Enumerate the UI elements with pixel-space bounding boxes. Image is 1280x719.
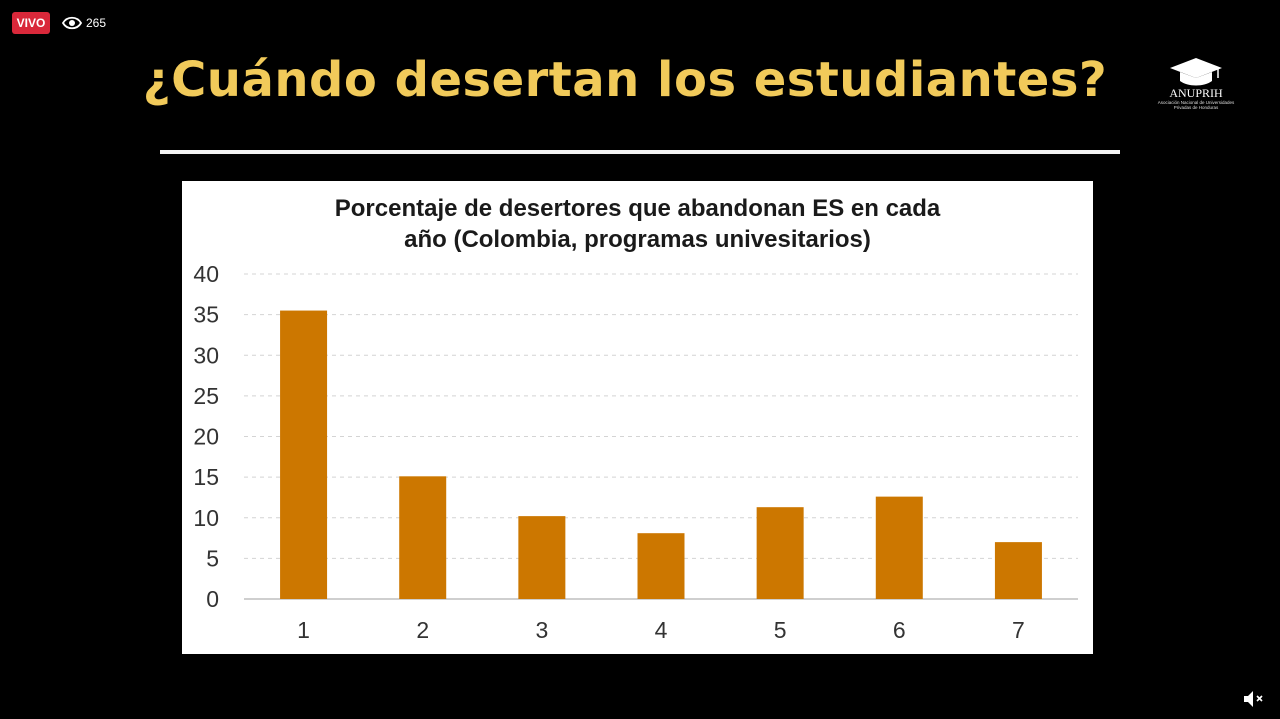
bar bbox=[518, 516, 566, 599]
chart-title-line-1: Porcentaje de desertores que abandonan E… bbox=[334, 195, 941, 222]
viewer-count-value: 265 bbox=[86, 16, 107, 30]
logo-name: ANUPRIH bbox=[1169, 86, 1223, 100]
y-tick-label: 35 bbox=[193, 302, 219, 328]
y-tick-label: 0 bbox=[206, 586, 219, 612]
logo-subtitle: Asociación Nacional de Universidades Pri… bbox=[1157, 100, 1235, 110]
x-tick-label: 3 bbox=[535, 617, 548, 643]
y-tick-label: 25 bbox=[193, 383, 219, 409]
y-tick-label: 30 bbox=[193, 342, 219, 368]
viewer-count: 265 bbox=[62, 14, 106, 32]
bar bbox=[280, 310, 328, 599]
y-tick-label: 5 bbox=[206, 545, 219, 571]
slide-title: ¿Cuándo desertan los estudiantes? bbox=[142, 52, 1108, 108]
x-tick-label: 2 bbox=[416, 617, 429, 643]
y-tick-label: 40 bbox=[193, 261, 219, 287]
bar bbox=[637, 533, 685, 599]
bar bbox=[875, 496, 923, 599]
bar bbox=[994, 542, 1042, 599]
y-tick-label: 10 bbox=[193, 505, 219, 531]
x-tick-label: 5 bbox=[774, 617, 787, 643]
x-tick-label: 4 bbox=[655, 617, 668, 643]
graduation-cap-icon bbox=[1170, 58, 1222, 86]
x-tick-label: 1 bbox=[297, 617, 310, 643]
title-divider bbox=[160, 150, 1120, 154]
anuprih-logo bbox=[1158, 54, 1234, 116]
chart-title-line-2: año (Colombia, programas univesitarios) bbox=[404, 226, 871, 253]
y-tick-label: 20 bbox=[193, 424, 219, 450]
live-badge: VIVO bbox=[12, 12, 50, 34]
eye-icon bbox=[62, 16, 82, 30]
bar bbox=[399, 476, 447, 599]
bar-chart: 0 5 10 15 20 25 30 35 40 1 2 3 4 5 6 7 bbox=[193, 261, 1078, 643]
chart-panel: Porcentaje de desertores que abandonan E… bbox=[182, 181, 1093, 654]
volume-muted-icon[interactable] bbox=[1242, 688, 1266, 710]
x-tick-label: 7 bbox=[1012, 617, 1025, 643]
x-tick-label: 6 bbox=[893, 617, 906, 643]
y-tick-label: 15 bbox=[193, 464, 219, 490]
chart-title: Porcentaje de desertores que abandonan E… bbox=[182, 193, 1093, 255]
bar bbox=[756, 507, 804, 599]
